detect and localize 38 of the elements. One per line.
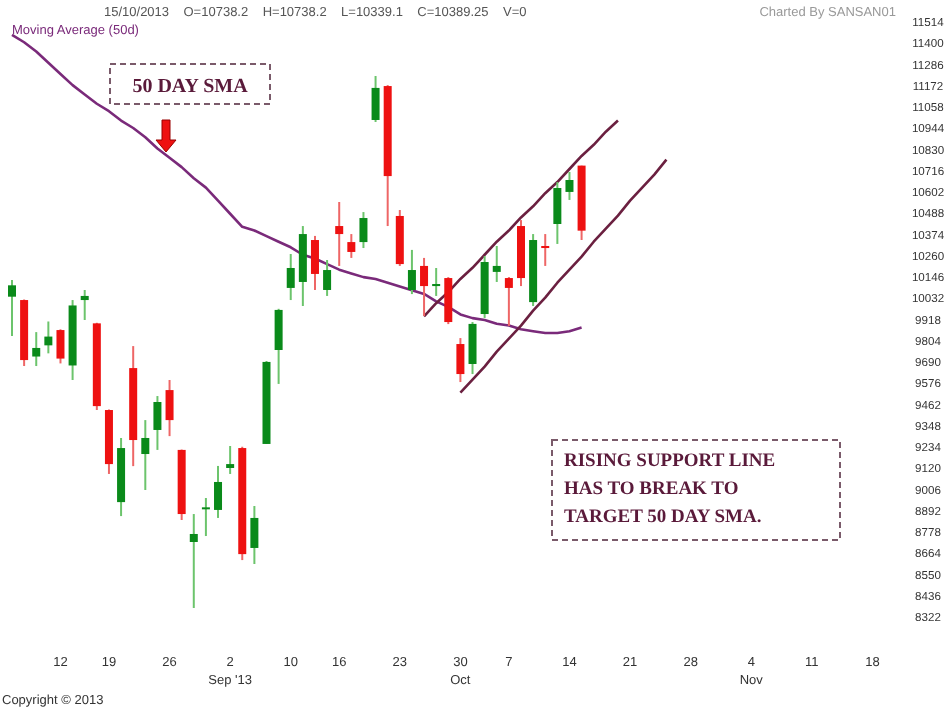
candlestick (214, 464, 223, 519)
candlestick (456, 337, 465, 384)
candlestick (407, 248, 416, 296)
candlestick (323, 258, 332, 297)
candlestick (226, 445, 235, 475)
candlestick (310, 234, 319, 291)
candlestick (359, 211, 368, 250)
candlestick (274, 307, 283, 385)
annotation: 50 DAY SMA (132, 76, 250, 98)
candlestick (371, 74, 380, 124)
candlestick (335, 201, 344, 267)
candlestick (8, 279, 16, 338)
candlestick (444, 276, 453, 326)
line-series (422, 119, 620, 318)
candlestick (347, 233, 356, 259)
candlestick (44, 320, 53, 355)
candlestick (504, 276, 513, 327)
candlestick (165, 379, 174, 438)
candlestick (141, 419, 150, 491)
candlestick (420, 256, 429, 318)
candlestick (153, 395, 162, 451)
candlestick (286, 253, 295, 302)
line-series (10, 33, 583, 335)
candlestick (250, 505, 259, 565)
candlestick (32, 331, 41, 368)
candlestick (201, 497, 210, 538)
candlestick (189, 513, 198, 609)
candlestick (80, 288, 89, 321)
candlestick (492, 244, 501, 283)
candlestick (553, 181, 562, 245)
line-series (459, 158, 668, 394)
candlestick (541, 233, 550, 267)
candlestick (565, 170, 574, 201)
candlestick (432, 266, 441, 297)
candlestick (56, 328, 65, 365)
candlestick (298, 225, 307, 308)
candlestick (468, 321, 477, 376)
annotation: RISING SUPPORT LINE HAS TO BREAK TO TARGET 50 DAY SMA. (564, 452, 776, 528)
